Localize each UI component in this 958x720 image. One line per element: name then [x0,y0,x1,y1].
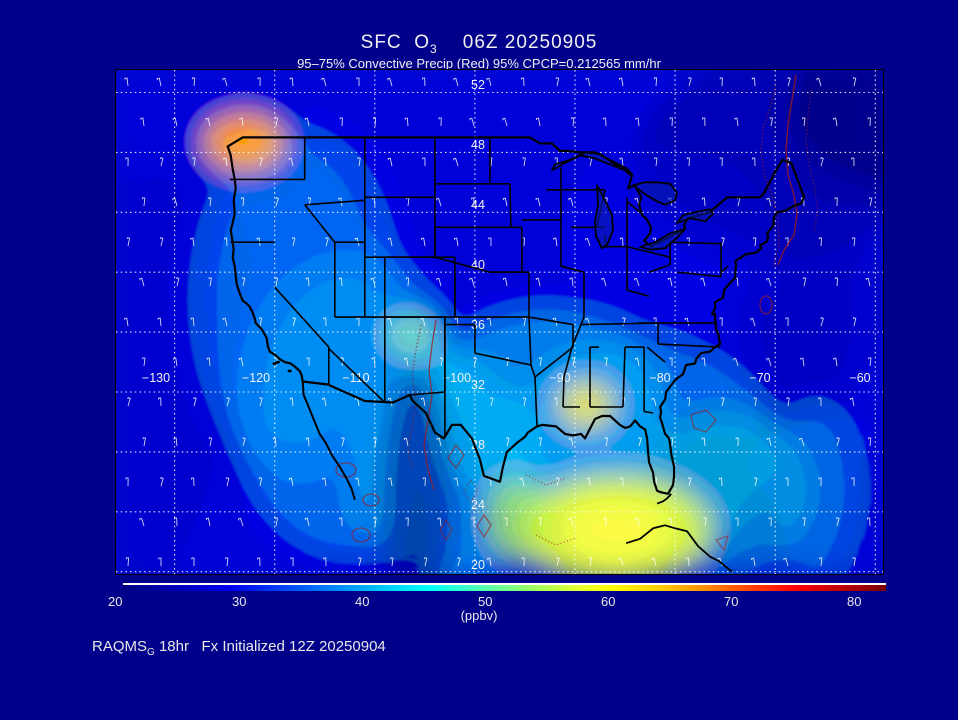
svg-text:32: 32 [471,378,485,392]
svg-text:−100: −100 [443,371,471,385]
svg-text:20: 20 [471,558,485,572]
svg-text:44: 44 [471,198,485,212]
svg-text:48: 48 [471,138,485,152]
svg-text:−80: −80 [649,371,670,385]
svg-text:24: 24 [471,498,485,512]
svg-text:−120: −120 [242,371,270,385]
svg-text:−60: −60 [849,371,870,385]
svg-text:52: 52 [471,78,485,92]
svg-text:−70: −70 [749,371,770,385]
svg-text:−130: −130 [142,371,170,385]
svg-text:−90: −90 [549,371,570,385]
